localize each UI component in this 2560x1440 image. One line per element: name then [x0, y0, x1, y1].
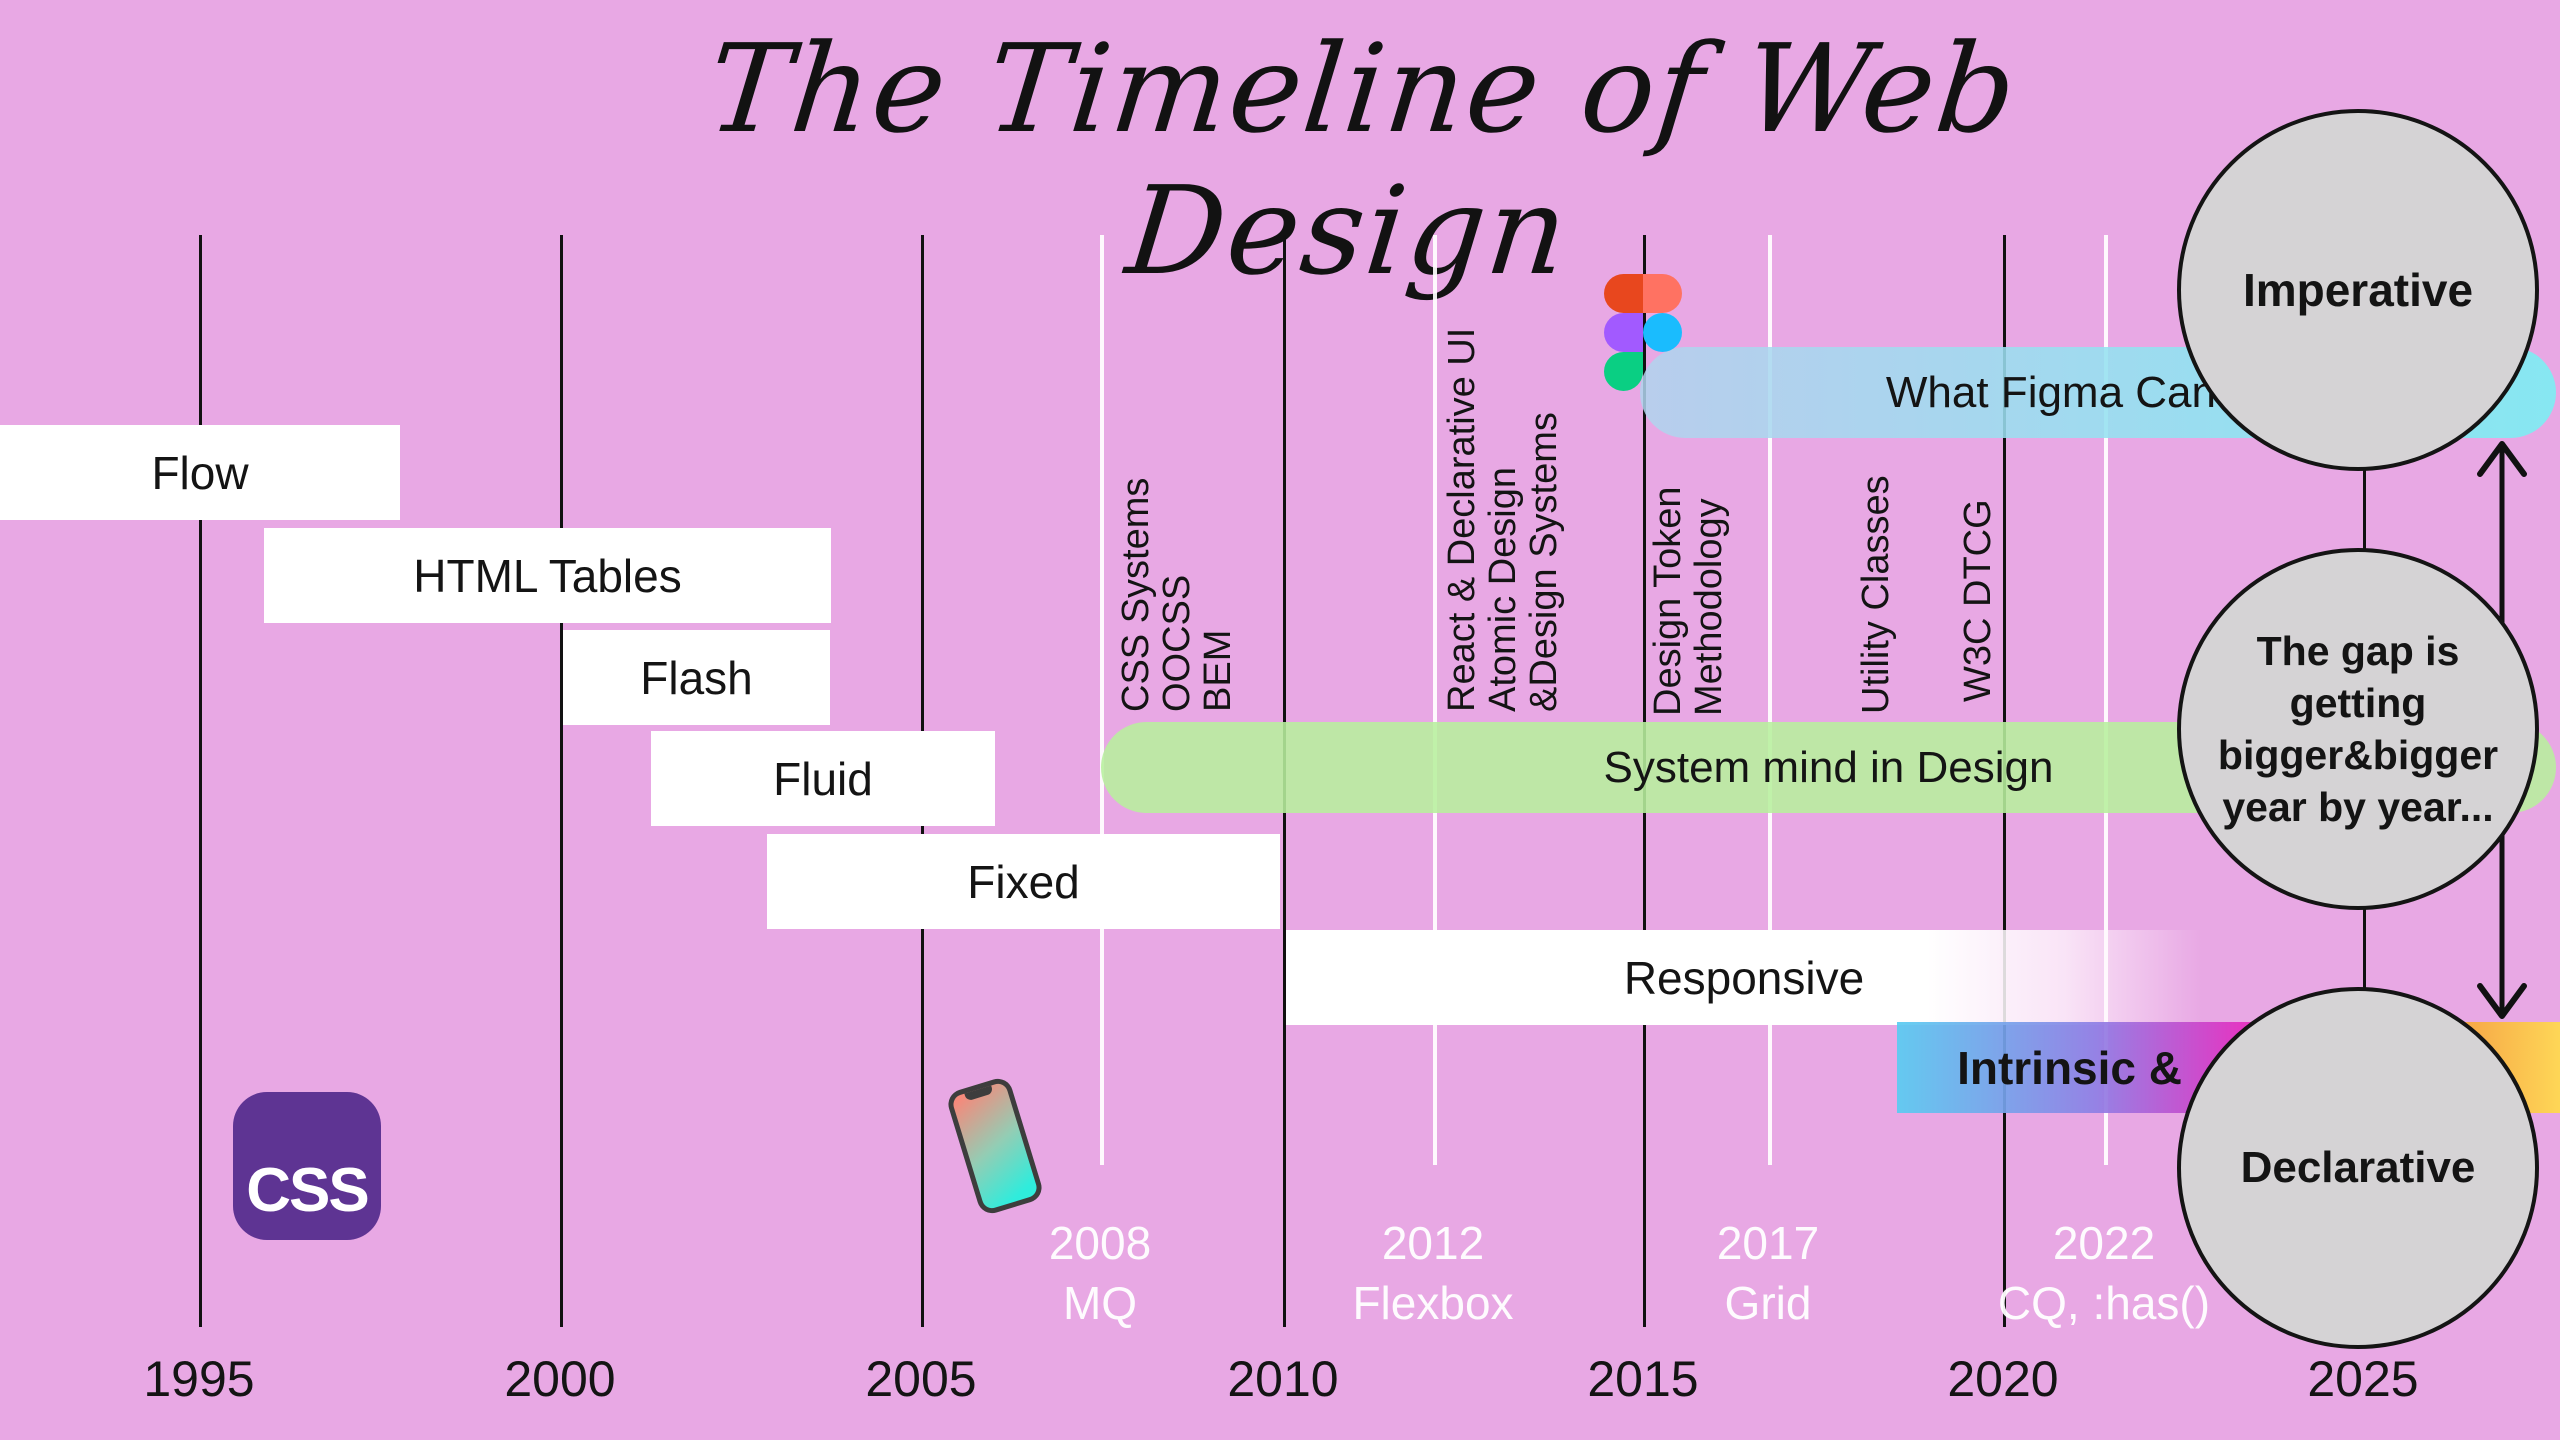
figma-logo-purple-shape: [1604, 313, 1643, 352]
milestone-year-2012: 2012: [1381, 1217, 1485, 1269]
bar-flow: Flow: [0, 425, 400, 520]
vlabel-design-token: Design Token Methodology: [1647, 486, 1730, 716]
bar-flash-label: Flash: [640, 651, 753, 704]
gridline-1995: [199, 235, 202, 1327]
milestone-year-2022: 2022: [2052, 1217, 2156, 1269]
bar-html-tables: HTML Tables: [264, 528, 831, 623]
bar-intrinsic-label: Intrinsic &: [1957, 1041, 2182, 1094]
milestone-line-2017: [1768, 235, 1772, 1165]
vlabel-utility-classes-line1: Utility Classes: [1855, 475, 1897, 714]
bar-system-mind-label: System mind in Design: [1603, 742, 2054, 792]
milestone-line-2008: [1100, 235, 1104, 1165]
circle-gap-line1: The gap is: [2256, 628, 2460, 674]
vlabel-utility-classes: Utility Classes: [1855, 475, 1897, 714]
vlabel-react-line3: &Design Systems: [1523, 412, 1565, 712]
milestone-year-2017: 2017: [1716, 1217, 1820, 1269]
figma-logo-top-shape: [1604, 274, 1682, 313]
milestone-label-grid: Grid: [1724, 1277, 1812, 1329]
milestone-line-2012: [1433, 235, 1437, 1165]
axis-tick-2000: 2000: [504, 1351, 616, 1407]
circle-gap-line4: year by year...: [2222, 784, 2494, 830]
bar-responsive-label: Responsive: [1623, 951, 1865, 1004]
vlabel-css-systems-line1: CSS Systems: [1115, 477, 1157, 712]
milestone-label-mq: MQ: [1062, 1277, 1138, 1329]
vlabel-react-line2: Atomic Design: [1482, 467, 1524, 712]
smartphone-screen: [950, 1081, 1040, 1211]
axis-tick-2010: 2010: [1227, 1351, 1339, 1407]
milestone-label-flexbox: Flexbox: [1352, 1277, 1514, 1329]
page-title: The Timeline of Web Design: [701, 18, 2025, 302]
figma-logo-blue-circle: [1643, 313, 1682, 352]
bar-flow-label: Flow: [151, 446, 249, 499]
circle-gap-label: The gap is getting bigger&bigger year by…: [2218, 625, 2498, 833]
bar-fluid-label: Fluid: [773, 752, 873, 805]
circle-gap-line3: bigger&bigger: [2217, 732, 2499, 778]
vlabel-design-token-line1: Design Token: [1647, 486, 1689, 716]
css-logo-icon: CSS: [233, 1092, 381, 1240]
circle-gap-line2: getting: [2289, 680, 2427, 726]
axis-tick-2015: 2015: [1587, 1351, 1699, 1407]
circle-declarative: Declarative: [2177, 987, 2539, 1349]
css-logo-text: CSS: [246, 1156, 369, 1225]
axis-tick-2020: 2020: [1947, 1351, 2059, 1407]
axis-tick-2005: 2005: [865, 1351, 977, 1407]
bar-fixed-label: Fixed: [967, 855, 1080, 908]
vlabel-w3c-dtcg-line1: W3C DTCG: [1957, 499, 1999, 702]
vlabel-w3c-dtcg: W3C DTCG: [1957, 499, 1999, 702]
circle-imperative: Imperative: [2177, 109, 2539, 471]
bar-responsive: Responsive: [1286, 930, 2202, 1025]
circle-imperative-label: Imperative: [2242, 264, 2474, 316]
vlabel-css-systems-line3: BEM: [1197, 629, 1239, 712]
vlabel-react-line1: React & Declarative UI: [1441, 327, 1483, 712]
vlabel-css-systems: CSS Systems OOCSS BEM: [1115, 477, 1239, 712]
vlabel-css-systems-line2: OOCSS: [1156, 574, 1198, 712]
circle-gap: The gap is getting bigger&bigger year by…: [2177, 548, 2539, 910]
milestone-label-cq-has: CQ, :has(): [1997, 1277, 2211, 1329]
vlabel-design-token-line2: Methodology: [1688, 498, 1730, 716]
milestone-line-2022: [2104, 235, 2108, 1165]
figma-logo-green-shape: [1604, 352, 1643, 391]
milestone-year-2008: 2008: [1048, 1217, 1152, 1269]
smartphone-icon: [944, 1075, 1046, 1217]
vlabel-react: React & Declarative UI Atomic Design &De…: [1441, 327, 1565, 712]
circle-declarative-label: Declarative: [2240, 1143, 2476, 1192]
axis-tick-1995: 1995: [143, 1351, 255, 1407]
bar-fixed: Fixed: [767, 834, 1280, 929]
gridline-2000: [560, 235, 563, 1327]
axis-tick-2025: 2025: [2307, 1351, 2419, 1407]
bar-figma-label: What Figma Can: [1885, 367, 2216, 417]
bar-html-tables-label: HTML Tables: [413, 549, 682, 602]
figma-logo-icon: [1604, 274, 1682, 391]
bar-flash: Flash: [563, 630, 830, 725]
bar-fluid: Fluid: [651, 731, 995, 826]
